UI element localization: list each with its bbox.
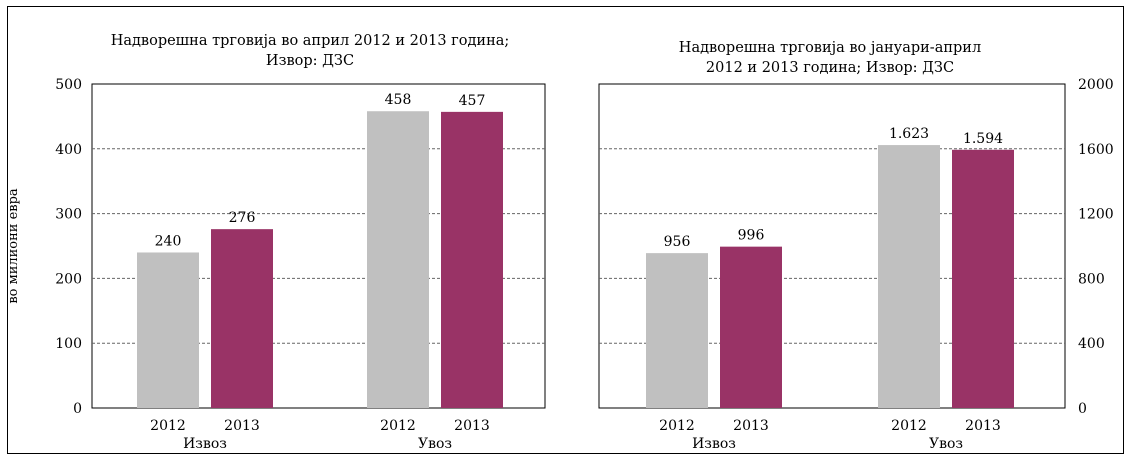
x-category-label: Увоз xyxy=(929,436,963,452)
y-tick-label: 400 xyxy=(55,142,82,158)
x-category-label: Увоз xyxy=(418,436,452,452)
bar-value-label: 1.623 xyxy=(889,126,929,142)
x-series-label: 2012 xyxy=(891,418,927,434)
bar-value-label: 240 xyxy=(155,233,182,249)
x-series-label: 2013 xyxy=(454,418,490,434)
x-series-label: 2013 xyxy=(224,418,260,434)
y-tick-label: 300 xyxy=(55,207,82,223)
bar-Извоз-2012 xyxy=(646,253,708,408)
bar-Извоз-2013 xyxy=(211,229,273,408)
x-series-label: 2012 xyxy=(150,418,186,434)
chart-title-line: Надворешна трговија во април 2012 и 2013… xyxy=(111,33,510,49)
y-tick-label: 2000 xyxy=(1078,77,1114,93)
y-tick-label: 500 xyxy=(55,77,82,93)
y-tick-label: 100 xyxy=(55,336,82,352)
y-axis-label: во милиони евра xyxy=(6,188,21,304)
x-series-label: 2012 xyxy=(380,418,416,434)
chart-title-line: 2012 и 2013 година; Извор: ДЗС xyxy=(706,60,954,76)
y-tick-label: 200 xyxy=(55,271,82,287)
bar-value-label: 1.594 xyxy=(963,131,1003,147)
chart-title-line: Извор: ДЗС xyxy=(266,53,354,69)
x-series-label: 2013 xyxy=(733,418,769,434)
y-tick-label: 400 xyxy=(1078,336,1105,352)
bar-Увоз-2013 xyxy=(441,111,503,408)
bar-value-label: 956 xyxy=(664,234,691,250)
x-category-label: Извоз xyxy=(692,436,736,452)
y-tick-label: 1600 xyxy=(1078,142,1114,158)
bar-Увоз-2012 xyxy=(367,111,429,408)
bar-value-label: 457 xyxy=(459,93,486,109)
x-series-label: 2013 xyxy=(965,418,1001,434)
bar-value-label: 996 xyxy=(738,228,765,244)
y-tick-label: 0 xyxy=(1078,401,1087,417)
bar-Извоз-2012 xyxy=(137,252,199,408)
bar-Извоз-2013 xyxy=(720,246,782,408)
x-series-label: 2012 xyxy=(659,418,695,434)
chart-title-line: Надворешна трговија во јануари-април xyxy=(679,40,981,56)
bar-Увоз-2013 xyxy=(952,149,1014,408)
y-tick-label: 800 xyxy=(1078,271,1105,287)
y-tick-label: 1200 xyxy=(1078,207,1114,223)
figure-frame xyxy=(7,6,1124,454)
bar-Увоз-2012 xyxy=(878,145,940,408)
y-tick-label: 0 xyxy=(73,401,82,417)
bar-value-label: 458 xyxy=(385,92,412,108)
bar-value-label: 276 xyxy=(229,210,256,226)
x-category-label: Извоз xyxy=(183,436,227,452)
